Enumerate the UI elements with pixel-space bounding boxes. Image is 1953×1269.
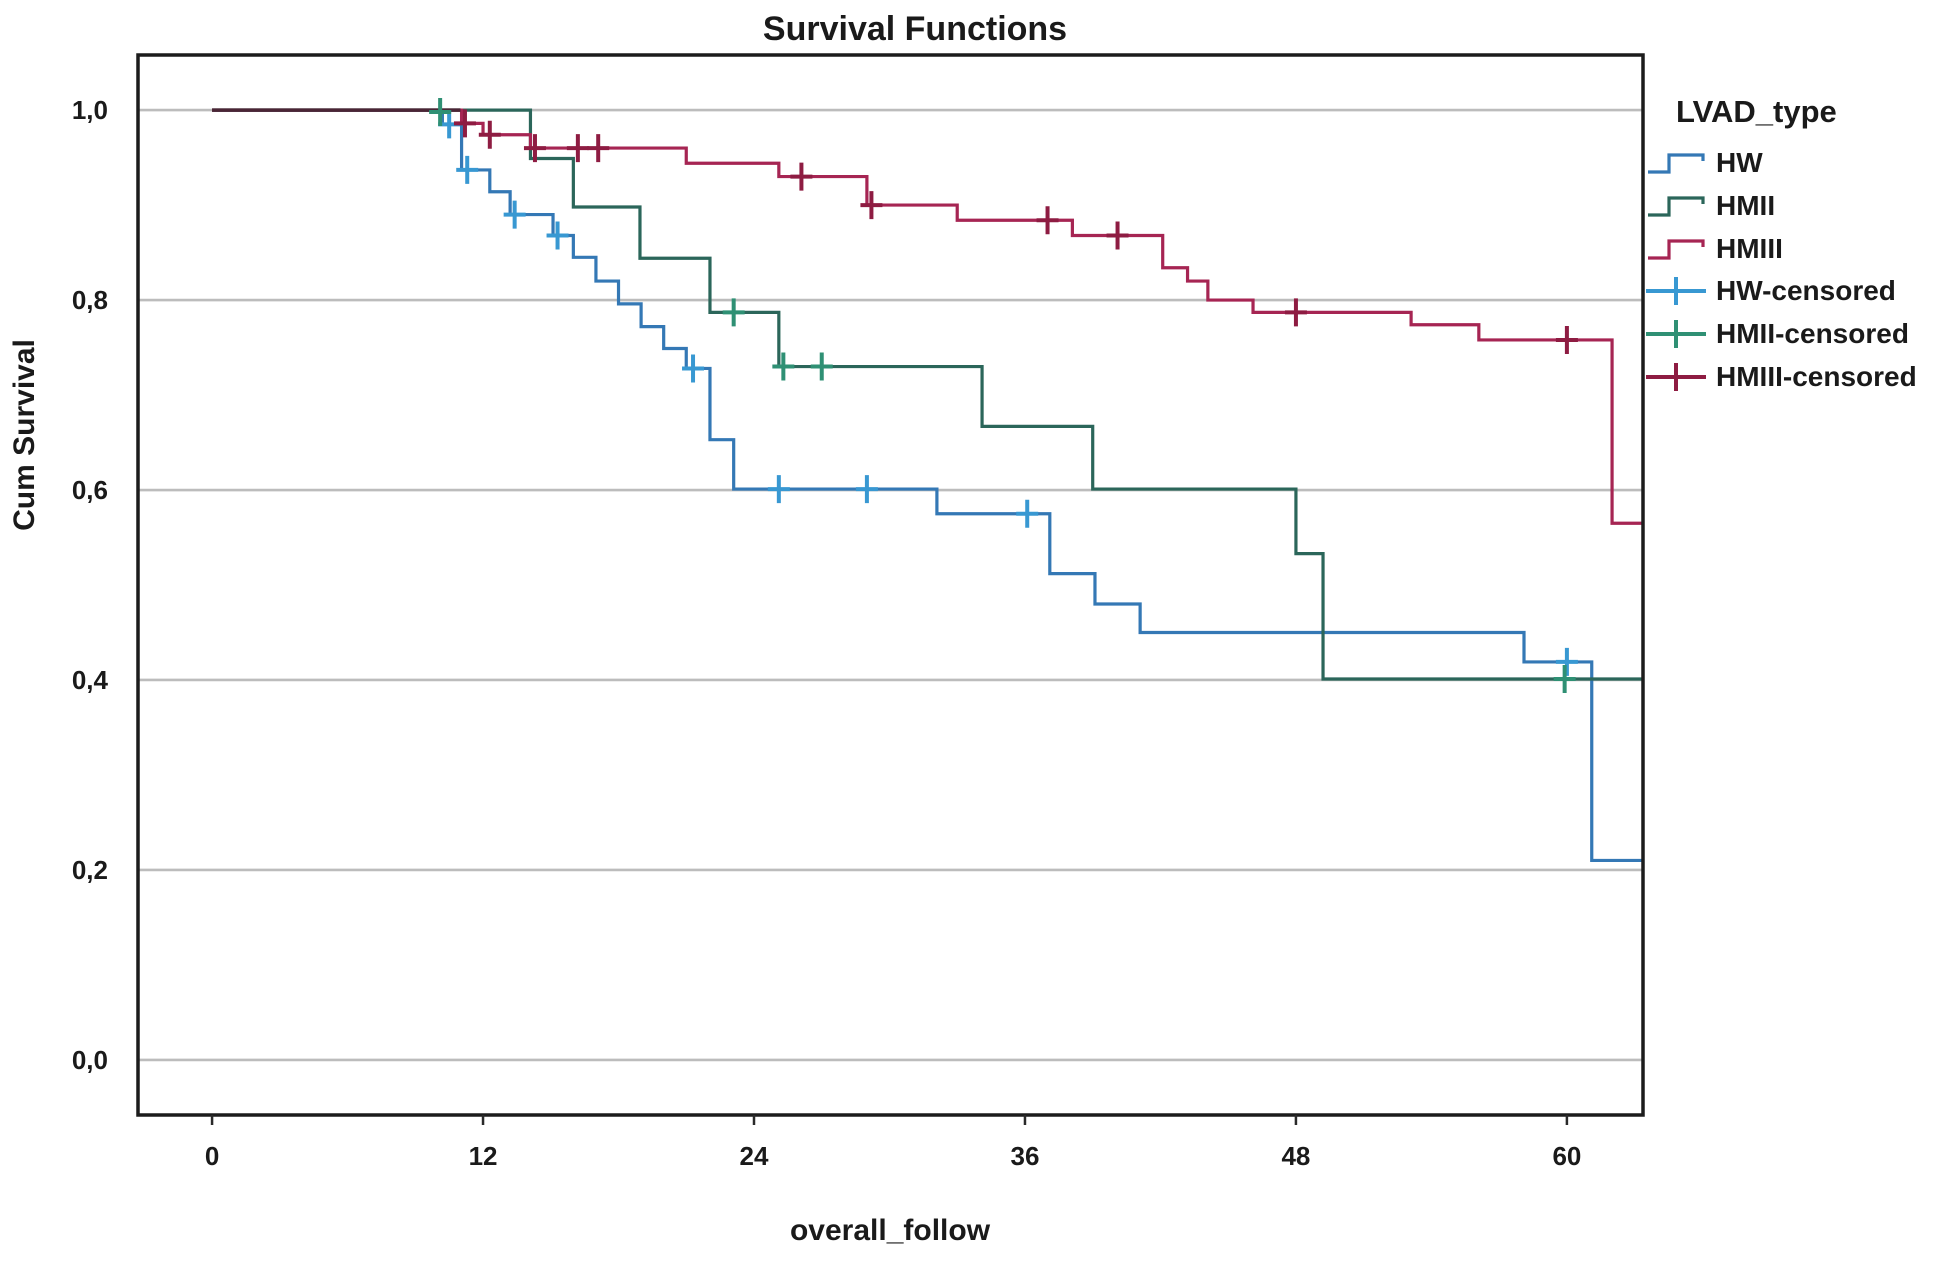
- censor-mark-HMIII: [453, 109, 476, 138]
- censor-mark-HMIII: [860, 191, 883, 220]
- hw-censored-plus-icon: [1646, 277, 1706, 305]
- censor-mark-HMIII: [478, 120, 501, 149]
- legend-item-hmiii: HMIII: [1648, 233, 1783, 264]
- series-line-HMIII: [212, 108, 1643, 525]
- censor-mark-HMII: [722, 298, 745, 327]
- legend-label-hmii-censored: HMII-censored: [1716, 318, 1909, 349]
- censor-mark-HW: [456, 155, 479, 184]
- hmiii-censored-plus-icon: [1646, 363, 1706, 391]
- censor-mark-HW: [503, 200, 526, 229]
- censor-mark-HMIII: [790, 162, 813, 191]
- legend-label-hmii: HMII: [1716, 190, 1775, 221]
- legend-label-hw-censored: HW-censored: [1716, 275, 1896, 306]
- legend-label-hmiii-censored: HMIII-censored: [1716, 361, 1917, 392]
- censor-mark-HW: [682, 354, 705, 383]
- x-axis-ticks: 0 12 24 36 48 60: [205, 1115, 1581, 1171]
- censor-mark-HMIII: [1284, 298, 1307, 327]
- censor-mark-HW: [546, 221, 569, 250]
- censor-mark-HMIII: [523, 134, 546, 163]
- hmii-step-line-icon: [1648, 196, 1705, 217]
- censor-mark-HW: [767, 475, 790, 504]
- censor-mark-HMII: [429, 97, 452, 126]
- y-tick-label-0,0: 0,0: [72, 1045, 108, 1075]
- x-tick-label-12: 12: [469, 1141, 498, 1171]
- censor-mark-HMII: [1553, 665, 1576, 694]
- x-tick-label-0: 0: [205, 1141, 219, 1171]
- legend-item-hw: HW: [1648, 147, 1763, 178]
- censor-mark-HMIII: [566, 134, 589, 163]
- censor-mark-HMIII: [1106, 221, 1129, 250]
- censor-mark-HW: [1555, 647, 1578, 676]
- censor-mark-HMIII: [1036, 206, 1059, 235]
- censor-mark-HMII: [772, 352, 795, 381]
- plot-frame: [136, 53, 1645, 1117]
- y-tick-label-0,2: 0,2: [72, 855, 108, 885]
- legend-item-hw-censored: HW-censored: [1646, 275, 1896, 306]
- hmiii-step-line-icon: [1648, 239, 1705, 260]
- series-layer: [212, 97, 1643, 863]
- series-line-HW: [212, 108, 1643, 863]
- y-tick-label-0,4: 0,4: [72, 665, 109, 695]
- legend-item-hmii-censored: HMII-censored: [1646, 318, 1909, 349]
- x-tick-label-48: 48: [1281, 1141, 1310, 1171]
- series-line-HMII: [212, 108, 1643, 681]
- y-axis-ticks: 1,0 0,8 0,6 0,4 0,2 0,0: [72, 95, 109, 1075]
- censor-mark-HMIII: [587, 134, 610, 163]
- x-tick-label-36: 36: [1011, 1141, 1040, 1171]
- hmii-censored-plus-icon: [1646, 320, 1706, 348]
- y-tick-label-0,6: 0,6: [72, 475, 108, 505]
- legend-item-hmiii-censored: HMIII-censored: [1646, 361, 1917, 392]
- legend-label-hmiii: HMIII: [1716, 233, 1783, 264]
- legend: LVAD_type HW HMII HMIII HW-censored HMII…: [1646, 94, 1917, 392]
- x-tick-label-24: 24: [740, 1141, 769, 1171]
- x-axis-label: overall_follow: [790, 1214, 991, 1247]
- gridlines: [138, 108, 1643, 1062]
- censor-mark-HW: [855, 475, 878, 504]
- y-axis-label: Cum Survival: [8, 339, 41, 531]
- x-tick-label-60: 60: [1552, 1141, 1581, 1171]
- censor-mark-HMII: [810, 352, 833, 381]
- chart-title: Survival Functions: [763, 10, 1067, 48]
- censor-mark-HMIII: [1555, 325, 1578, 354]
- legend-item-hmii: HMII: [1648, 190, 1775, 221]
- y-tick-label-1,0: 1,0: [72, 95, 108, 125]
- censor-mark-HW: [1016, 499, 1039, 528]
- y-tick-label-0,8: 0,8: [72, 285, 108, 315]
- hw-step-line-icon: [1648, 153, 1705, 174]
- legend-title: LVAD_type: [1676, 94, 1837, 129]
- legend-label-hw: HW: [1716, 147, 1763, 178]
